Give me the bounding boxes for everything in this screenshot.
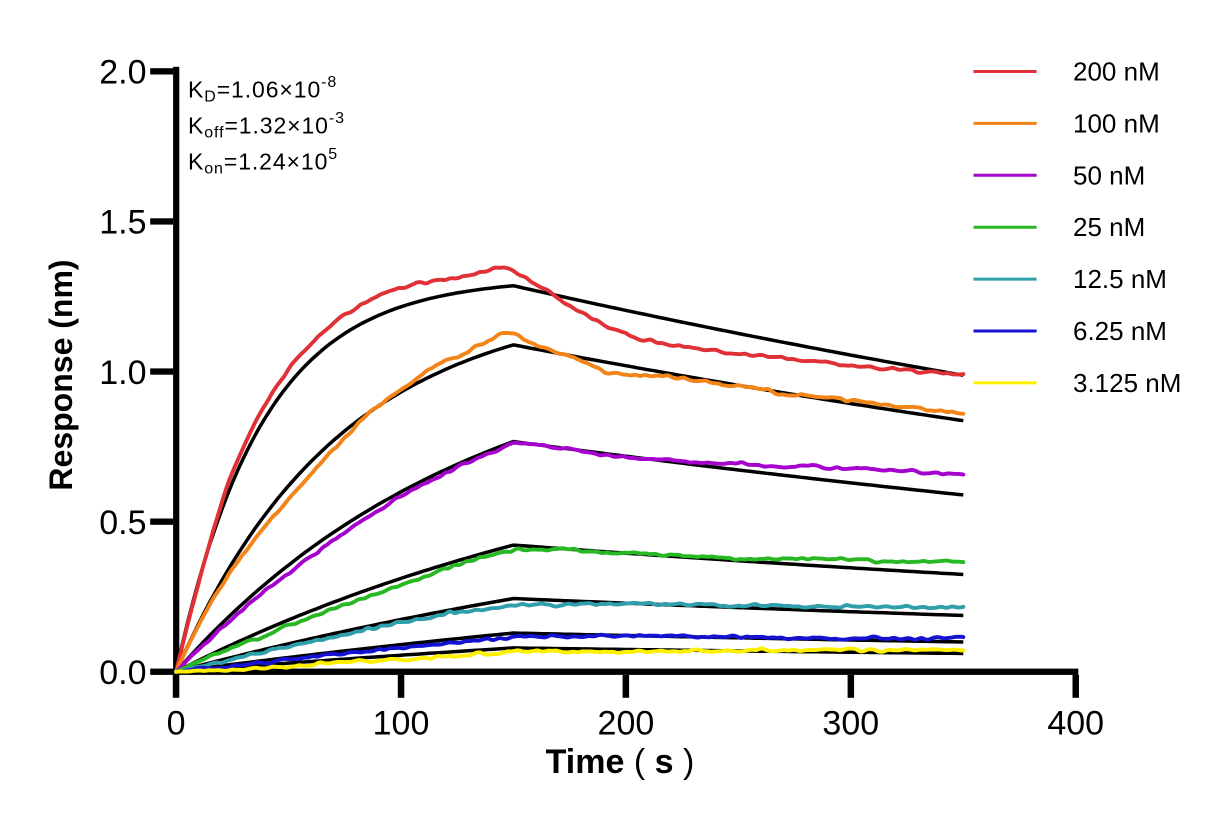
svg-text:1.5: 1.5 <box>99 204 146 242</box>
svg-text:Response (nm): Response (nm) <box>43 259 79 490</box>
svg-text:2.0: 2.0 <box>99 54 146 92</box>
svg-text:400: 400 <box>1047 705 1104 743</box>
svg-text:12.5 nM: 12.5 nM <box>1073 264 1167 294</box>
svg-text:6.25 nM: 6.25 nM <box>1073 316 1167 346</box>
svg-text:3.125 nM: 3.125 nM <box>1073 368 1181 398</box>
svg-text:100: 100 <box>373 705 430 743</box>
svg-text:0.0: 0.0 <box>99 654 146 692</box>
svg-text:1.0: 1.0 <box>99 354 146 392</box>
svg-text:200: 200 <box>598 705 655 743</box>
svg-text:Koff=1.32×10-3: Koff=1.32×10-3 <box>188 110 345 142</box>
svg-text:0: 0 <box>167 705 186 743</box>
svg-text:100 nM: 100 nM <box>1073 108 1160 138</box>
svg-text:KD=1.06×10-8: KD=1.06×10-8 <box>188 74 337 106</box>
svg-text:Time ( s ): Time ( s ) <box>546 743 695 781</box>
svg-text:25 nM: 25 nM <box>1073 212 1145 242</box>
svg-text:300: 300 <box>822 705 879 743</box>
svg-text:200 nM: 200 nM <box>1073 57 1160 87</box>
svg-text:0.5: 0.5 <box>99 504 146 542</box>
svg-text:50 nM: 50 nM <box>1073 160 1145 190</box>
